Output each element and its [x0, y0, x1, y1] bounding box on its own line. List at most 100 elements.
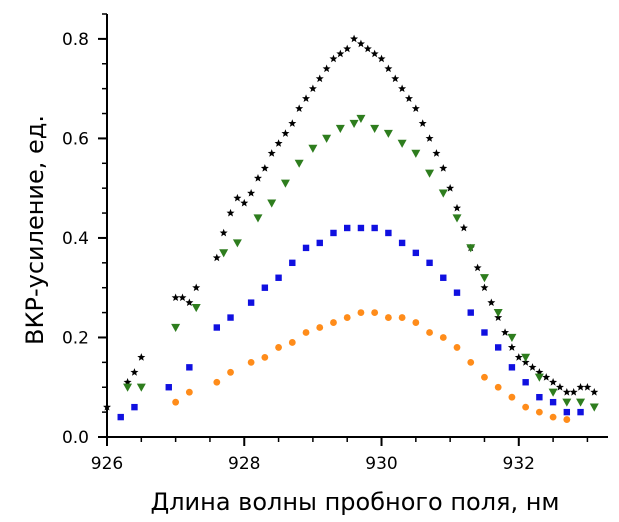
star-point: [542, 373, 551, 381]
square-point: [398, 239, 406, 247]
star-point: [398, 84, 407, 93]
star-point: [555, 383, 564, 391]
star-point: [123, 378, 132, 386]
square-point: [563, 408, 571, 416]
triangle-point: [253, 214, 263, 223]
star-point: [260, 164, 269, 172]
x-tick-label: 930: [365, 454, 397, 474]
x-tick-label: 932: [503, 454, 535, 474]
triangle-point: [383, 129, 393, 138]
circle-point: [563, 416, 571, 423]
star-point: [192, 283, 201, 292]
x-axis-label: Длина волны пробного поля, нм: [150, 488, 559, 516]
y-tick-label: 0.4: [62, 229, 89, 249]
star-point: [535, 368, 544, 376]
star-point: [370, 49, 379, 58]
star-point: [576, 383, 585, 391]
square-point: [467, 309, 474, 316]
circle-point: [453, 344, 461, 351]
square-point: [330, 229, 337, 237]
square-point: [289, 259, 296, 267]
star-point: [281, 129, 290, 137]
square-point: [481, 329, 488, 336]
triangle-point: [397, 139, 407, 148]
circle-point: [343, 314, 351, 321]
star-point: [521, 358, 530, 366]
triangle-point: [267, 199, 277, 208]
star-point: [487, 298, 496, 307]
triangle-point: [548, 388, 558, 397]
square-point: [165, 384, 172, 391]
triangle-point: [576, 398, 586, 407]
star-point: [514, 353, 523, 361]
square-point: [186, 364, 193, 371]
square-point: [385, 229, 392, 237]
star-point: [446, 183, 455, 192]
triangle-point: [411, 149, 421, 158]
square-point: [117, 413, 124, 421]
star-point: [315, 74, 324, 83]
data-marks: [103, 34, 599, 423]
y-tick-label: 0.8: [62, 30, 89, 50]
triangle-point: [507, 333, 517, 342]
star-point: [308, 84, 317, 93]
triangle-point: [308, 144, 318, 153]
star-point: [528, 363, 537, 371]
triangle-point: [466, 244, 476, 253]
axes: 926 928 930 932 0.0 0.2 0.4 0.6 0.8: [62, 13, 608, 474]
star-point: [432, 149, 441, 157]
star-point: [226, 208, 235, 217]
y-axis-label: ВКР-усиление, ед.: [21, 115, 49, 345]
circle-point: [302, 329, 310, 336]
star-point: [418, 119, 427, 127]
star-point: [494, 313, 503, 321]
star-point: [480, 283, 489, 292]
star-point: [425, 134, 434, 142]
triangle-point: [493, 308, 503, 318]
star-point: [343, 44, 352, 53]
square-point: [453, 289, 461, 296]
circle-point: [172, 398, 180, 406]
star-point: [590, 388, 599, 396]
square-point: [357, 224, 365, 232]
star-point: [253, 174, 262, 182]
circle-point: [481, 373, 488, 381]
circle-point: [508, 393, 516, 401]
square-point: [131, 403, 138, 411]
circle-point: [275, 344, 282, 351]
star-point: [240, 198, 249, 207]
star-point: [356, 39, 365, 48]
star-point: [247, 188, 256, 197]
triangle-point: [232, 239, 242, 248]
square-point: [536, 393, 543, 401]
x-tick-label: 926: [91, 454, 123, 474]
square-point: [316, 239, 323, 247]
star-point: [288, 119, 297, 127]
triangle-point: [438, 189, 448, 198]
circle-point: [439, 334, 447, 341]
triangle-point: [349, 119, 359, 128]
triangle-point: [425, 169, 435, 178]
star-point: [384, 64, 393, 73]
star-point: [137, 353, 146, 361]
square-point: [494, 344, 502, 351]
star-point: [233, 193, 242, 202]
square-point: [522, 379, 529, 386]
circle-point: [227, 368, 234, 376]
circle-point: [412, 319, 420, 326]
circle-point: [426, 329, 433, 336]
star-point: [549, 378, 558, 386]
square-point: [344, 224, 351, 232]
star-point: [336, 49, 345, 58]
star-point: [439, 164, 448, 172]
y-tick-label: 0.0: [62, 428, 89, 448]
circle-point: [213, 378, 221, 386]
square-point: [426, 259, 433, 267]
star-point: [377, 54, 386, 63]
triangle-point: [294, 159, 304, 168]
circle-point: [549, 413, 557, 421]
square-point: [302, 244, 310, 252]
star-point: [267, 149, 276, 157]
square-point: [247, 299, 255, 306]
triangle-point: [534, 373, 544, 382]
